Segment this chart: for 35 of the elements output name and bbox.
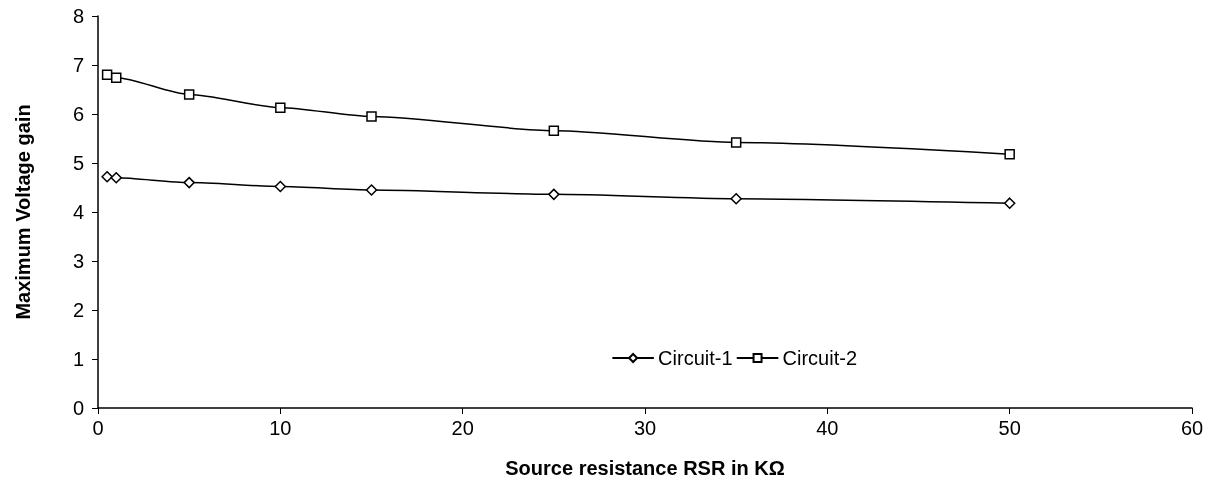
x-tick-label: 40	[816, 417, 839, 439]
point	[1003, 197, 1016, 209]
point	[730, 193, 742, 205]
x-tick-label: 30	[633, 417, 657, 439]
x-tick-label: 0	[92, 417, 104, 439]
point	[101, 170, 113, 183]
point	[183, 176, 195, 189]
x-tick-label: 60	[1180, 417, 1204, 439]
point	[1004, 148, 1015, 160]
legend-label: Circuit-2	[782, 347, 857, 369]
point	[548, 125, 560, 136]
y-tick-label: 5	[72, 152, 84, 174]
y-tick-label: 7	[72, 54, 84, 76]
x-tick-label: 50	[998, 417, 1021, 439]
y-tick-label: 6	[72, 103, 84, 125]
point	[110, 171, 122, 184]
y-axis-title: Maximum Voltage gain	[12, 104, 34, 320]
point	[110, 72, 122, 83]
x-axis-title: Source resistance RSR in KΩ	[505, 457, 785, 479]
y-tick-label: 1	[72, 348, 84, 370]
point	[274, 180, 287, 193]
y-tick-label: 8	[72, 5, 84, 27]
point	[548, 188, 560, 201]
point	[365, 184, 378, 196]
y-tick-label: 0	[72, 397, 84, 419]
y-tick-label: 3	[72, 250, 84, 272]
x-tick-label: 20	[451, 417, 474, 439]
legend-label: Circuit-1	[658, 347, 733, 369]
point	[730, 137, 742, 148]
point	[275, 102, 286, 113]
y-tick-label: 2	[72, 299, 84, 321]
point	[183, 89, 195, 100]
y-tick-label: 4	[72, 201, 84, 223]
x-tick-label: 10	[269, 417, 292, 439]
point	[366, 111, 377, 122]
